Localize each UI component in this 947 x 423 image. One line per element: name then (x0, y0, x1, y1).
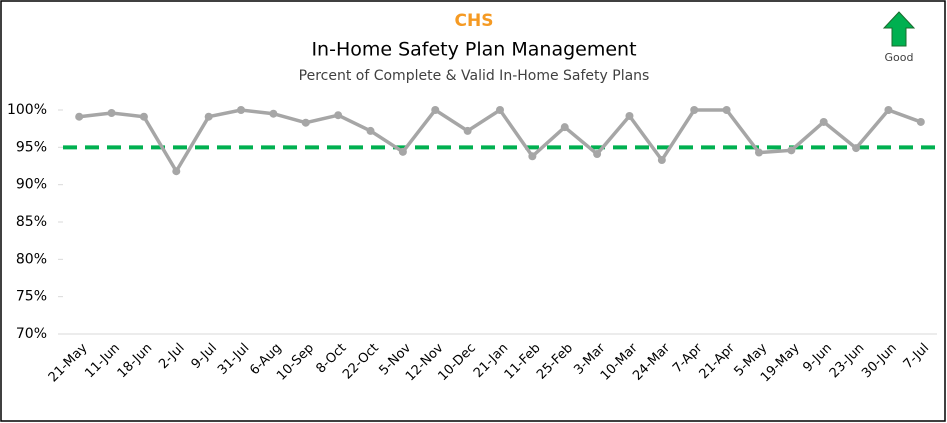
data-point (722, 106, 731, 114)
data-point (301, 118, 310, 127)
data-point (75, 112, 84, 121)
data-point (496, 106, 504, 114)
chart-title: In-Home Safety Plan Management (311, 39, 636, 61)
chart-subtitle: Percent of Complete & Valid In-Home Safe… (299, 68, 650, 84)
data-point (237, 106, 246, 114)
data-point (852, 144, 861, 153)
y-tick-label: 95% (16, 139, 47, 155)
data-point (819, 117, 828, 126)
data-point (528, 152, 537, 161)
y-tick-label: 85% (16, 214, 47, 230)
data-point (754, 148, 763, 157)
data-point (107, 108, 116, 117)
y-tick-label: 100% (7, 102, 47, 118)
good-arrow (882, 11, 916, 47)
y-tick-label: 80% (16, 251, 47, 267)
org-label: CHS (455, 11, 494, 31)
data-point (269, 109, 278, 118)
data-point (787, 146, 796, 155)
data-point (560, 123, 569, 132)
y-tick-label: 90% (16, 177, 47, 193)
data-point (916, 117, 925, 126)
y-tick-label: 75% (16, 289, 47, 305)
data-point (172, 167, 181, 176)
data-point (884, 106, 893, 114)
data-point (431, 106, 440, 114)
data-point (334, 111, 343, 120)
data-point (139, 112, 148, 121)
data-point (398, 147, 407, 156)
data-point (625, 111, 634, 120)
data-point (690, 106, 699, 114)
y-tick-label: 70% (16, 326, 47, 342)
data-point (657, 156, 666, 165)
data-point (593, 150, 602, 159)
direction-label: Good (885, 51, 914, 64)
data-point (204, 112, 213, 121)
data-point (463, 126, 472, 135)
data-point (366, 126, 375, 135)
